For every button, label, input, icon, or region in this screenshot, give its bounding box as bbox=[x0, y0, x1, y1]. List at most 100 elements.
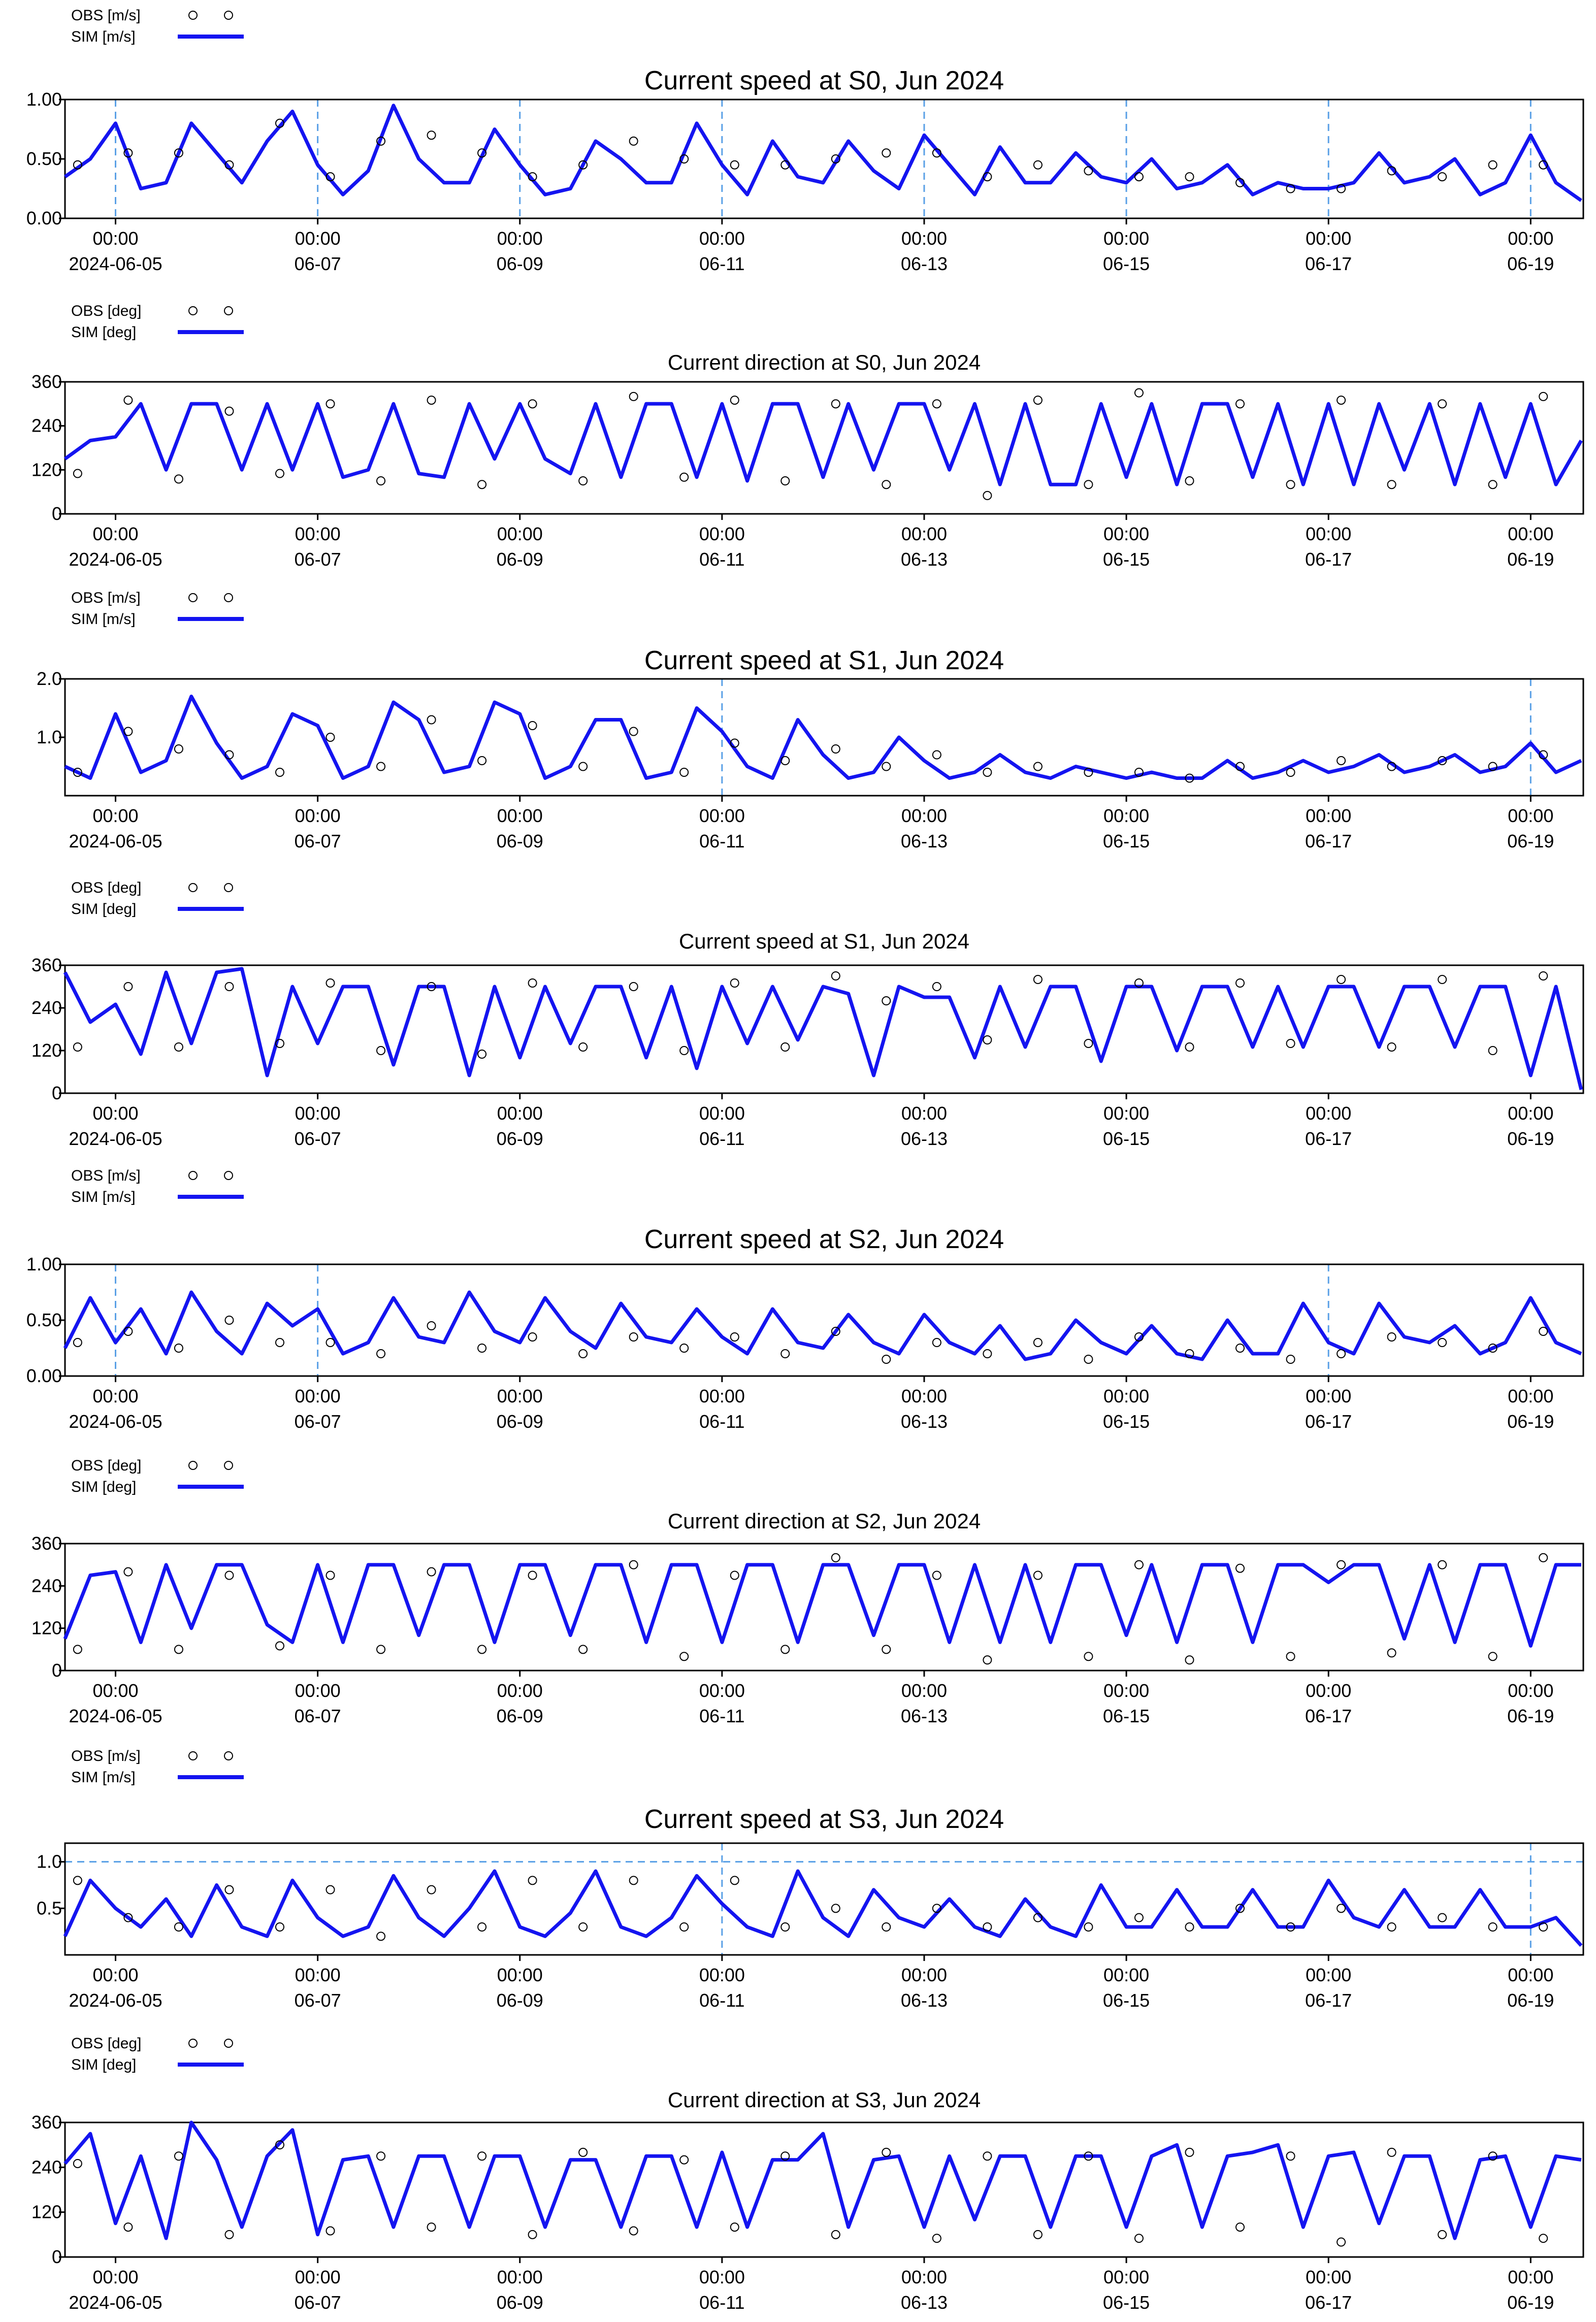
x-tick-time-label: 00:00 bbox=[1306, 1965, 1351, 1985]
obs-point bbox=[1235, 1563, 1245, 1573]
x-tick-date-label: 06-17 bbox=[1305, 1128, 1352, 1149]
obs-point bbox=[73, 1645, 82, 1654]
y-tick-label: 0.50 bbox=[26, 148, 62, 169]
x-tick-date-label: 2024-06-05 bbox=[69, 253, 162, 274]
x-tick-date-label: 06-19 bbox=[1507, 1990, 1554, 2011]
obs-point bbox=[1387, 1042, 1396, 1052]
x-tick-time-label: 00:00 bbox=[92, 1386, 138, 1407]
sim-series-line bbox=[63, 967, 1583, 1090]
x-tick-time-label: 00:00 bbox=[1508, 1103, 1553, 1124]
x-tick-time-label: 00:00 bbox=[699, 805, 745, 826]
x-tick-date-label: 06-13 bbox=[901, 1128, 948, 1149]
x-tick-date-label: 06-15 bbox=[1103, 831, 1150, 852]
legend-label-sim: SIM [m/s] bbox=[71, 28, 136, 45]
obs-point bbox=[1488, 1046, 1497, 1055]
obs-point bbox=[174, 1344, 183, 1353]
obs-point bbox=[983, 172, 992, 182]
obs-point bbox=[1185, 2147, 1194, 2157]
obs-point bbox=[882, 2147, 891, 2157]
y-tick-label: 120 bbox=[31, 2202, 62, 2222]
panel-6: OBS [deg] SIM [deg] Current direction at S… bbox=[31, 1457, 1584, 1726]
x-tick-time-label: 00:00 bbox=[901, 1965, 947, 1985]
legend-label-sim: SIM [deg] bbox=[71, 1479, 136, 1495]
x-tick-time-label: 00:00 bbox=[1306, 805, 1351, 826]
obs-point bbox=[224, 1571, 234, 1580]
obs-point bbox=[174, 148, 183, 158]
legend-label-sim: SIM [deg] bbox=[71, 2056, 136, 2073]
obs-point bbox=[679, 1652, 689, 1661]
obs-point bbox=[477, 1050, 487, 1059]
x-tick-date-label: 06-09 bbox=[497, 1411, 543, 1432]
legend-label-obs: OBS [m/s] bbox=[71, 1167, 141, 1184]
plot-frame bbox=[64, 678, 1584, 797]
obs-point bbox=[1235, 2222, 1245, 2232]
x-tick-date-label: 06-11 bbox=[699, 549, 744, 570]
obs-point bbox=[123, 727, 133, 736]
obs-point bbox=[427, 982, 436, 991]
obs-point bbox=[427, 1567, 436, 1577]
x-tick-date-label: 06-07 bbox=[295, 1411, 341, 1432]
x-tick-date-label: 06-17 bbox=[1305, 831, 1352, 852]
plot-frame bbox=[64, 964, 1584, 1094]
x-tick-date-label: 06-13 bbox=[901, 831, 948, 852]
obs-point bbox=[1438, 756, 1447, 765]
x-tick-time-label: 00:00 bbox=[497, 2267, 543, 2287]
obs-point bbox=[983, 1922, 992, 1932]
obs-point bbox=[427, 1321, 436, 1330]
obs-point bbox=[1539, 750, 1548, 760]
obs-point bbox=[780, 476, 790, 485]
obs-point bbox=[174, 744, 183, 754]
x-tick-time-label: 00:00 bbox=[497, 524, 543, 544]
chart-title: Current speed at S2, Jun 2024 bbox=[644, 1225, 1004, 1254]
obs-point bbox=[73, 1042, 82, 1052]
obs-point bbox=[1488, 160, 1497, 170]
x-tick-time-label: 00:00 bbox=[699, 228, 745, 249]
x-tick-time-label: 00:00 bbox=[901, 2267, 947, 2287]
obs-point bbox=[831, 971, 840, 980]
obs-point bbox=[679, 154, 689, 163]
x-tick-time-label: 00:00 bbox=[497, 228, 543, 249]
x-tick-date-label: 06-15 bbox=[1103, 253, 1150, 274]
x-tick-date-label: 06-07 bbox=[295, 1706, 341, 1726]
obs-point bbox=[325, 1338, 335, 1347]
obs-point bbox=[1286, 1922, 1295, 1932]
x-tick-time-label: 00:00 bbox=[92, 1680, 138, 1701]
obs-point bbox=[1438, 975, 1447, 984]
x-tick-date-label: 06-11 bbox=[699, 1706, 744, 1726]
legend-obs-marker bbox=[188, 306, 198, 315]
obs-point bbox=[679, 1046, 689, 1055]
x-tick-date-label: 06-13 bbox=[901, 1706, 948, 1726]
obs-point bbox=[932, 2234, 941, 2243]
legend-obs-marker bbox=[224, 306, 233, 315]
obs-point bbox=[174, 2151, 183, 2161]
obs-point bbox=[275, 1039, 284, 1048]
x-tick-time-label: 00:00 bbox=[295, 1680, 341, 1701]
obs-point bbox=[275, 118, 284, 128]
obs-point bbox=[477, 480, 487, 489]
plot-frame bbox=[64, 1842, 1584, 1956]
obs-point bbox=[1539, 160, 1548, 170]
x-tick-date-label: 06-07 bbox=[295, 549, 341, 570]
panel-2: OBS [deg] SIM [deg] Current direction at S… bbox=[31, 303, 1584, 570]
obs-point bbox=[730, 1571, 739, 1580]
obs-point bbox=[629, 982, 638, 991]
x-tick-date-label: 2024-06-05 bbox=[69, 1990, 162, 2011]
obs-point bbox=[1539, 1922, 1548, 1932]
obs-point bbox=[528, 1876, 537, 1885]
x-tick-date-label: 06-13 bbox=[901, 1990, 948, 2011]
obs-point bbox=[882, 480, 891, 489]
x-tick-time-label: 00:00 bbox=[1508, 228, 1553, 249]
obs-point bbox=[224, 982, 234, 991]
obs-point bbox=[224, 1885, 234, 1894]
legend-obs-marker bbox=[188, 1751, 198, 1760]
x-tick-time-label: 00:00 bbox=[1508, 1386, 1553, 1407]
legend-label-obs: OBS [deg] bbox=[71, 303, 141, 319]
obs-point bbox=[427, 715, 436, 725]
x-tick-time-label: 00:00 bbox=[901, 1680, 947, 1701]
obs-point bbox=[376, 762, 386, 771]
obs-point bbox=[1084, 2151, 1093, 2161]
obs-point bbox=[376, 476, 386, 485]
obs-point bbox=[174, 1922, 183, 1932]
obs-point bbox=[427, 2222, 436, 2232]
